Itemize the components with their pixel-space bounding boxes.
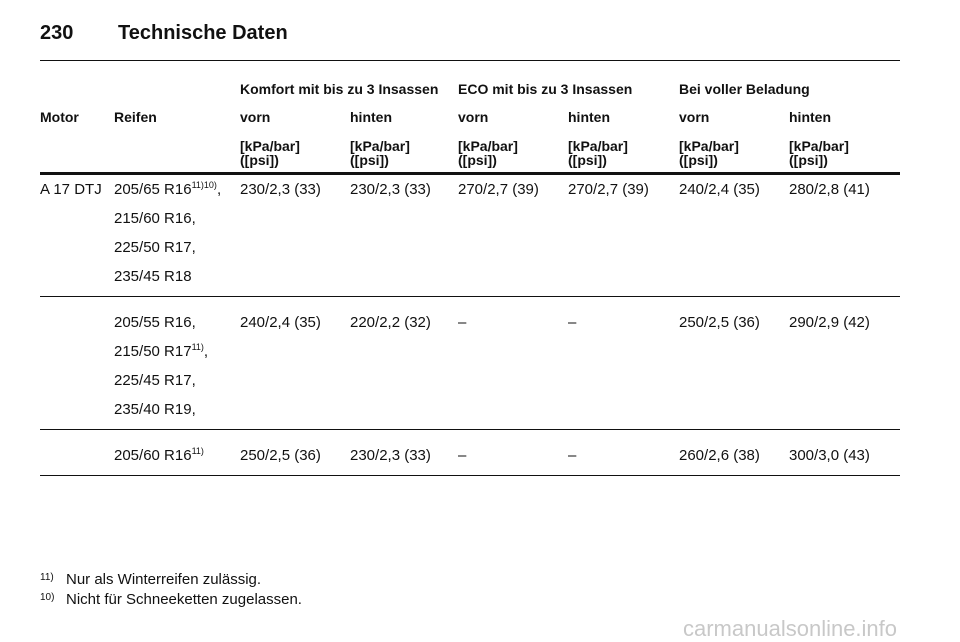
row-rule bbox=[40, 475, 900, 476]
column-header: vorn bbox=[679, 109, 710, 125]
pressure: 220/2,2 (32) bbox=[350, 314, 431, 331]
row-rule bbox=[40, 296, 900, 297]
group-header: ECO mit bis zu 3 Insassen bbox=[458, 81, 633, 97]
pressure: 240/2,4 (35) bbox=[240, 314, 321, 331]
tire-size: 215/50 R17 bbox=[114, 343, 192, 360]
tire-size: 225/50 R17, bbox=[114, 239, 196, 256]
motor: A 17 DTJ bbox=[40, 181, 102, 198]
group-header: Bei voller Beladung bbox=[679, 81, 810, 97]
footnote-text: Nicht für Schneeketten zugelassen. bbox=[66, 591, 302, 608]
page-number: 230 bbox=[40, 22, 74, 44]
unit-label: ([psi]) bbox=[240, 152, 279, 168]
tire: 205/65 R1611)10), bbox=[114, 180, 222, 198]
tire: 205/55 R16, bbox=[114, 315, 196, 330]
tire: 235/45 R18 bbox=[114, 269, 192, 284]
unit-label: ([psi]) bbox=[679, 152, 718, 168]
tire-suffix: , bbox=[216, 181, 222, 198]
pressure: – bbox=[568, 447, 577, 464]
pressure: 270/2,7 (39) bbox=[568, 181, 649, 198]
column-header: hinten bbox=[789, 109, 831, 125]
page-title: Technische Daten bbox=[118, 22, 288, 44]
tire: 215/60 R16, bbox=[114, 211, 196, 226]
row-rule bbox=[40, 429, 900, 430]
pressure: 240/2,4 (35) bbox=[679, 181, 760, 198]
column-header: vorn bbox=[458, 109, 489, 125]
column-header: Motor bbox=[40, 109, 79, 125]
footnote-mark: 10) bbox=[40, 592, 55, 603]
tire: 235/40 R19, bbox=[114, 402, 196, 417]
tire-size: 205/65 R16 bbox=[114, 181, 192, 198]
footnote-ref: 11)10) bbox=[191, 180, 217, 190]
unit-label: [kPa/bar] bbox=[240, 138, 300, 154]
pressure: 270/2,7 (39) bbox=[458, 181, 539, 198]
pressure: 280/2,8 (41) bbox=[789, 181, 870, 198]
unit-label: [kPa/bar] bbox=[568, 138, 628, 154]
pressure: 230/2,3 (33) bbox=[350, 447, 431, 464]
tire: 205/60 R1611) bbox=[114, 446, 204, 464]
pressure: 250/2,5 (36) bbox=[240, 447, 321, 464]
tire-size: 225/45 R17, bbox=[114, 372, 196, 389]
column-header: Reifen bbox=[114, 109, 157, 125]
pressure: 230/2,3 (33) bbox=[350, 181, 431, 198]
tire-size: 235/45 R18 bbox=[114, 268, 192, 285]
unit-label: [kPa/bar] bbox=[458, 138, 518, 154]
unit-label: ([psi]) bbox=[789, 152, 828, 168]
tire: 215/50 R1711), bbox=[114, 342, 209, 360]
pressure: 230/2,3 (33) bbox=[240, 181, 321, 198]
pressure: 300/3,0 (43) bbox=[789, 447, 870, 464]
tire: 225/50 R17, bbox=[114, 240, 196, 255]
column-header: hinten bbox=[350, 109, 392, 125]
pressure: – bbox=[458, 447, 467, 464]
tire: 225/45 R17, bbox=[114, 373, 196, 388]
unit-label: [kPa/bar] bbox=[789, 138, 849, 154]
footnote-ref: 11) bbox=[191, 342, 204, 352]
footnote-mark: 11) bbox=[40, 572, 54, 583]
tire-suffix: , bbox=[203, 343, 209, 360]
table-head-rule bbox=[40, 172, 900, 175]
tire-size: 205/60 R16 bbox=[114, 447, 192, 464]
footnote-ref: 11) bbox=[191, 446, 204, 456]
tire-size: 235/40 R19, bbox=[114, 401, 196, 418]
column-header: hinten bbox=[568, 109, 610, 125]
unit-label: ([psi]) bbox=[568, 152, 607, 168]
column-header: vorn bbox=[240, 109, 271, 125]
unit-label: [kPa/bar] bbox=[679, 138, 739, 154]
unit-label: ([psi]) bbox=[458, 152, 497, 168]
pressure: 260/2,6 (38) bbox=[679, 447, 760, 464]
unit-label: ([psi]) bbox=[350, 152, 389, 168]
watermark: carmanualsonline.info bbox=[683, 616, 898, 641]
pressure: 250/2,5 (36) bbox=[679, 314, 760, 331]
header-rule bbox=[40, 60, 900, 61]
pressure: – bbox=[458, 314, 467, 331]
group-header: Komfort mit bis zu 3 Insassen bbox=[240, 81, 439, 97]
tire-size: 205/55 R16, bbox=[114, 314, 196, 331]
tire-size: 215/60 R16, bbox=[114, 210, 196, 227]
unit-label: [kPa/bar] bbox=[350, 138, 410, 154]
pressure: – bbox=[568, 314, 577, 331]
pressure: 290/2,9 (42) bbox=[789, 314, 870, 331]
footnote-text: Nur als Winterreifen zulässig. bbox=[66, 571, 262, 588]
